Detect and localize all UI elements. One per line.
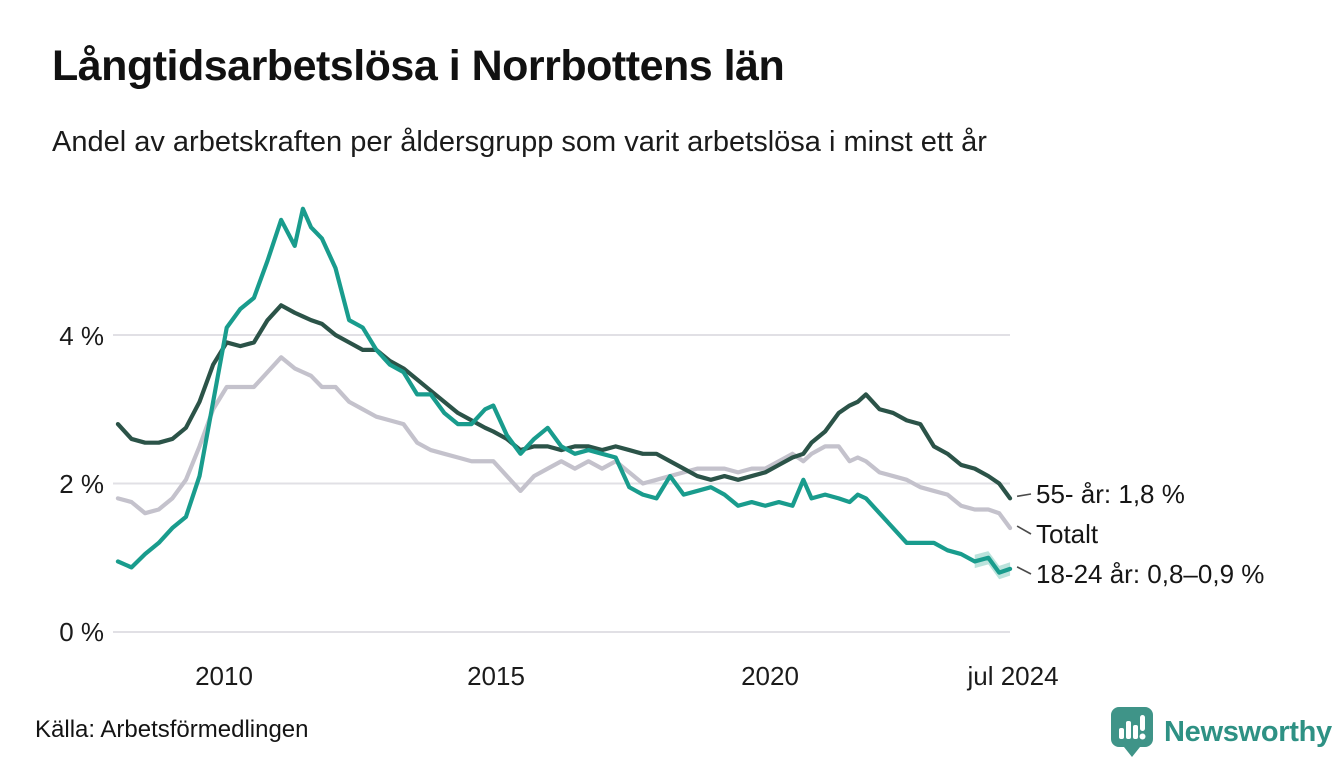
page-subtitle: Andel av arbetskraften per åldersgrupp s…	[52, 126, 987, 158]
page-title: Långtidsarbetslösa i Norrbottens län	[52, 42, 785, 90]
newsworthy-logo[interactable]: Newsworthy	[1110, 706, 1332, 758]
x-axis-tick-2010: 2010	[195, 661, 253, 691]
x-axis-tick-2020: 2020	[741, 661, 799, 691]
y-axis-tick-4: 4 %	[59, 321, 104, 351]
newsworthy-bar-chart-bubble-icon	[1110, 706, 1154, 758]
source-attribution: Källa: Arbetsförmedlingen	[35, 716, 309, 743]
series-end-label-total: Totalt	[1036, 519, 1099, 549]
series-end-label-18-24: 18-24 år: 0,8–0,9 %	[1036, 559, 1265, 589]
newsworthy-wordmark: Newsworthy	[1164, 715, 1332, 748]
x-axis-tick-jul-2024: jul 2024	[967, 661, 1059, 691]
x-axis-tick-2015: 2015	[467, 661, 525, 691]
y-axis-tick-2: 2 %	[59, 469, 104, 499]
y-axis-tick-0: 0 %	[59, 617, 104, 647]
series-end-label-55-plus: 55- år: 1,8 %	[1036, 479, 1185, 509]
